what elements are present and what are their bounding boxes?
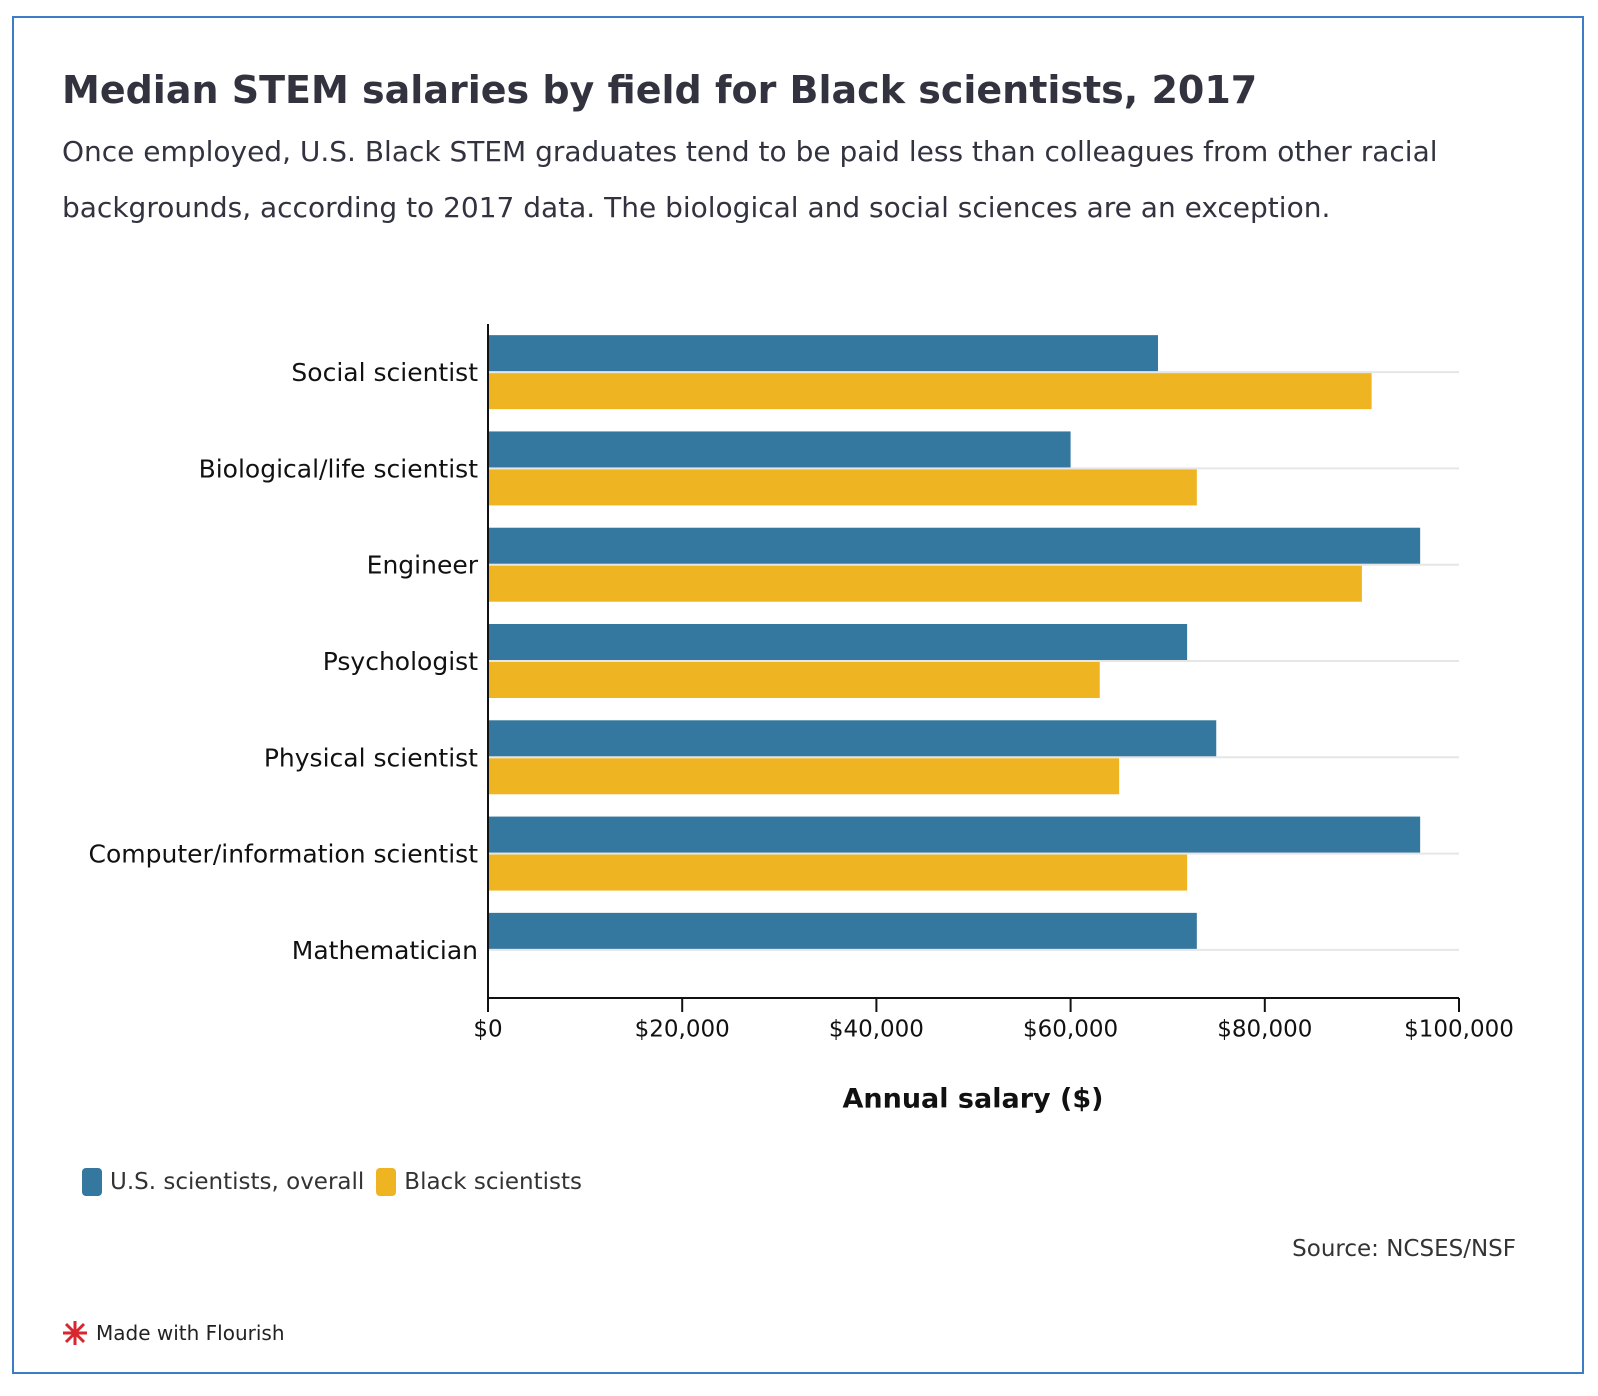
bar (488, 469, 1197, 506)
bar (488, 912, 1197, 949)
credit: Made with Flourish (62, 1320, 285, 1346)
y-tick-label: Engineer (367, 551, 479, 580)
bar (488, 854, 1188, 891)
x-tick-label: $40,000 (829, 1017, 924, 1043)
legend: U.S. scientists, overall Black scientists (82, 1168, 582, 1196)
bar (488, 373, 1372, 410)
chart: Annual salary ($) Social scientist Biolog… (89, 324, 1514, 1115)
flourish-logo (63, 1321, 87, 1345)
bar (488, 527, 1421, 564)
y-tick-label: Social scientist (291, 358, 478, 387)
x-tick-label: $0 (473, 1017, 502, 1043)
x-tick-label: $20,000 (635, 1017, 730, 1043)
bar (488, 335, 1158, 372)
legend-swatch (82, 1168, 102, 1196)
bar (488, 431, 1071, 468)
y-tick-label: Psychologist (323, 647, 478, 676)
y-tick-label: Mathematician (292, 936, 478, 965)
x-axis-label: Annual salary ($) (843, 1084, 1104, 1115)
chart-title: Median STEM salaries by field for Black … (62, 68, 1258, 112)
legend-label: U.S. scientists, overall (110, 1169, 365, 1195)
bar (488, 758, 1120, 795)
bar (488, 662, 1100, 698)
y-tick-label: Computer/information scientist (89, 840, 479, 869)
legend-label: Black scientists (404, 1169, 582, 1195)
credit-text: Made with Flourish (96, 1321, 285, 1345)
y-tick-label: Physical scientist (264, 743, 478, 772)
source: Source: NCSES/NSF (1292, 1236, 1516, 1262)
legend-item: U.S. scientists, overall (82, 1168, 364, 1196)
x-tick-label: $80,000 (1217, 1017, 1312, 1043)
x-tick-label: $100,000 (1404, 1017, 1514, 1043)
bar (488, 720, 1217, 757)
frame (12, 16, 1584, 1374)
legend-item: Black scientists (376, 1168, 582, 1196)
legend-swatch (376, 1168, 397, 1196)
bar (488, 565, 1362, 602)
bar (488, 816, 1421, 853)
y-tick-label: Biological/life scientist (199, 454, 479, 483)
chart-subtitle: Once employed, U.S. Black STEM graduates… (62, 135, 1438, 224)
bar (488, 624, 1188, 660)
x-tick-label: $60,000 (1023, 1017, 1118, 1043)
